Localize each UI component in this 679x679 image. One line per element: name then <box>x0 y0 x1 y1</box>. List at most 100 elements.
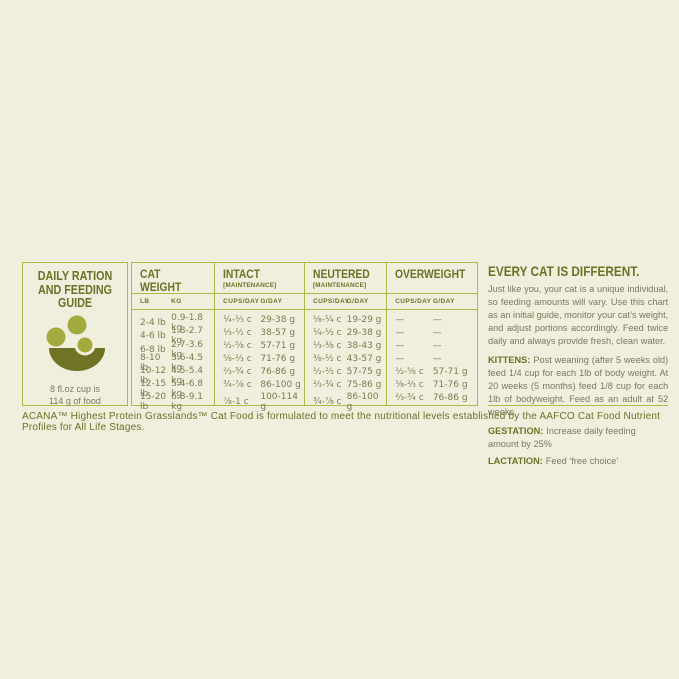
table-cell: 3.6-4.5 kg <box>171 352 204 373</box>
table-cell: 6.8-9.1 kg <box>171 391 204 412</box>
feeding-table: CAT WEIGHT LB KG 2-4 lb 0.9-1.8 kg 4-6 lb 1.8-… <box>131 262 478 412</box>
column-body: ¼-⅓ c 29-38 g ⅓-½ c 38-57 g ½-⅝ c 57-71 g ⅝-⅔ … <box>215 310 304 412</box>
feeding-guide-content: DAILY RATION AND FEEDING GUIDE 8 fl.oz c… <box>22 262 669 466</box>
info-title: EVERY CAT IS DIFFERENT. <box>488 263 640 279</box>
table-row: 4-6 lb 1.8-2.7 kg <box>132 326 214 346</box>
info-intro: Just like you, your cat is a unique indi… <box>488 284 669 346</box>
table-cell: ⅔-¾ c <box>313 380 342 391</box>
table-cell: 71-76 g <box>432 380 468 391</box>
table-cell: — <box>395 327 405 338</box>
table-row: ⅝-⅔ c 71-76 g <box>387 379 477 392</box>
column-title: NEUTERED <box>313 267 370 281</box>
table-cell: ⅔-¾ c <box>395 393 424 404</box>
table-cell: ⅜-½ c <box>313 354 342 365</box>
table-cell: 1.8-2.7 kg <box>171 326 204 347</box>
table-cell: — <box>395 354 405 365</box>
table-row: ½-⅝ c 57-71 g <box>215 340 304 353</box>
table-cell: ⅝-⅔ c <box>223 354 252 365</box>
subheader-label: G/DAY <box>346 298 369 306</box>
column-subtitle: [MAINTENANCE] <box>313 281 367 289</box>
table-row: ⅔-¾ c 76-86 g <box>215 366 304 379</box>
table-cell: 57-71 g <box>432 367 468 378</box>
column-title: INTACT <box>223 267 261 281</box>
column-header: NEUTERED [MAINTENANCE] <box>305 263 387 295</box>
table-cell: 38-43 g <box>346 341 382 352</box>
table-row: ¼-⅓ c 29-38 g <box>215 313 304 326</box>
table-cell: 10-12 lb <box>140 365 167 386</box>
table-row: 2-4 lb 0.9-1.8 kg <box>132 313 214 333</box>
table-row: — — <box>387 353 477 366</box>
cup-measure-note: 8 fl.oz cup is 114 g of food <box>49 383 101 406</box>
column-header: INTACT [MAINTENANCE] <box>215 263 304 295</box>
table-cell: ½-⅝ c <box>395 367 424 378</box>
table-cell: ½-⅝ c <box>223 341 252 352</box>
kittens-note: KITTENS: Post weaning (after 5 weeks old)… <box>488 354 668 418</box>
subheader-label: CUPS/DAY <box>395 298 432 306</box>
table-cell: 76-86 g <box>432 393 468 404</box>
gestation-label: GESTATION: <box>488 425 544 436</box>
table-row: ⅝-⅔ c 71-76 g <box>215 353 304 366</box>
column-subheaders: LB KG <box>132 294 215 311</box>
table-row: ⅔-¾ c 76-86 g <box>387 392 477 405</box>
lactation-label: LACTATION: <box>488 455 543 466</box>
table-cell: 4.5-5.4 kg <box>171 365 204 386</box>
table-cell: 57-71 g <box>260 341 296 352</box>
table-cell: 2.7-3.6 kg <box>171 339 204 360</box>
column-title: OVERWEIGHT <box>395 267 466 281</box>
table-cell: 100-114 g <box>260 391 298 412</box>
table-cell: ⅔-¾ c <box>223 367 252 378</box>
table-row: ¾-⅞ c 86-100 g <box>215 379 304 392</box>
table-column-overweight: OVERWEIGHT CUPS/DAY G/DAY — — — — — — — — ½-⅝ c 57-7… <box>387 263 477 405</box>
table-column-intact: INTACT [MAINTENANCE] CUPS/DAY G/DAY ¼-⅓ c 29-… <box>215 263 305 412</box>
subheader-label: KG <box>171 298 182 306</box>
table-cell: 43-57 g <box>346 354 382 365</box>
table-cell: 6-8 lb <box>140 344 166 355</box>
column-subheaders: CUPS/DAY G/DAY <box>387 294 477 311</box>
gestation-text: Increase daily feeding amount by 25% <box>488 425 636 449</box>
column-header: CAT WEIGHT <box>132 263 215 295</box>
kittens-label: KITTENS: <box>488 355 531 366</box>
column-title: CAT WEIGHT <box>140 267 182 294</box>
table-cell: 57-75 g <box>346 367 382 378</box>
aafco-statement: ACANA™ Highest Protein Grasslands™ Cat F… <box>22 411 661 433</box>
table-row: 8-10 lb 3.6-4.5 kg <box>132 353 214 373</box>
table-row: ¾-⅞ c 86-100 g <box>305 392 386 412</box>
table-cell: 29-38 g <box>346 327 382 338</box>
table-cell: ⅓-½ c <box>223 327 252 338</box>
table-row: — — <box>387 340 477 353</box>
table-row: — — <box>387 313 477 326</box>
table-cell: 2-4 lb <box>140 318 166 329</box>
kittens-text: Post weaning (after 5 weeks old) feed 1/… <box>488 355 669 417</box>
table-cell: 86-100 g <box>260 380 301 391</box>
table-cell: 75-86 g <box>346 380 382 391</box>
table-cell: ¼-⅓ c <box>223 314 252 325</box>
subheader-label: G/DAY <box>432 298 455 306</box>
table-row: ⅓-½ c 38-57 g <box>215 326 304 339</box>
table-row: 12-15 lb 5.4-6.8 kg <box>132 379 214 399</box>
table-cell: ¼-⅓ c <box>313 327 342 338</box>
column-body: 2-4 lb 0.9-1.8 kg 4-6 lb 1.8-2.7 kg 6-8 lb 2.… <box>132 310 214 412</box>
column-subheaders: CUPS/DAY G/DAY <box>305 294 387 311</box>
table-cell: — <box>432 341 442 352</box>
table-row: ½-⅔ c 57-75 g <box>305 366 386 379</box>
table-cell: 29-38 g <box>260 314 296 325</box>
table-cell: ⅓-⅜ c <box>313 341 342 352</box>
subheader-label: LB <box>140 298 150 306</box>
info-column: EVERY CAT IS DIFFERENT. Just like you, y… <box>488 262 669 466</box>
table-cell: 71-76 g <box>260 354 296 365</box>
table-cell: — <box>432 327 442 338</box>
table-row: ¼-⅓ c 29-38 g <box>305 326 386 339</box>
table-cell: ⅛-¼ c <box>313 314 342 325</box>
table-row: ⅞-1 c 100-114 g <box>215 392 304 412</box>
table-cell: 4-6 lb <box>140 331 166 342</box>
table-cell: 19-29 g <box>346 314 382 325</box>
table-cell: 8-10 lb <box>140 352 161 373</box>
column-subheaders: CUPS/DAY G/DAY <box>215 294 304 311</box>
table-cell: ⅞-1 c <box>223 396 249 407</box>
table-cell: — <box>432 354 442 365</box>
lactation-text: Feed ‘free choice’ <box>545 455 619 466</box>
table-row: ⅓-⅜ c 38-43 g <box>305 340 386 353</box>
subheader-label: G/DAY <box>260 298 283 306</box>
table-cell: 86-100 g <box>346 391 379 412</box>
